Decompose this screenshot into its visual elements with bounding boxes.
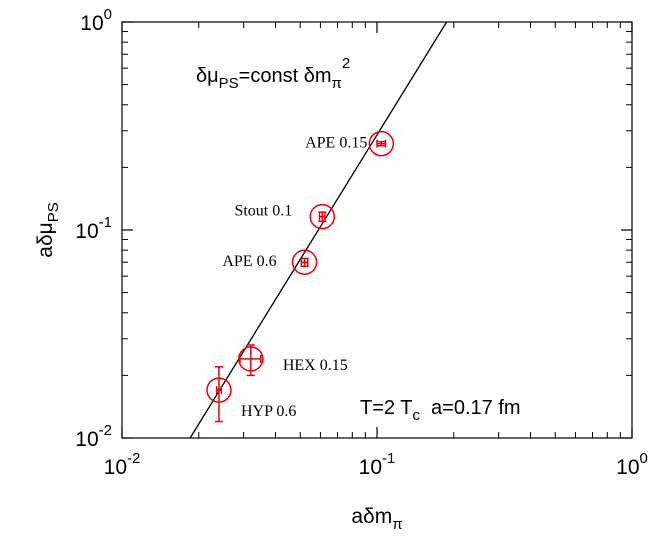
y-tick-label: 10-1 [75,214,112,243]
x-tick-label: 10-1 [359,450,396,479]
x-axis-label: aδmπ [351,505,402,533]
x-tick-label: 10-2 [104,450,141,479]
point-label: Stout 0.1 [234,203,292,220]
x-tick-label: 100 [616,450,648,479]
fit-line-group [189,21,448,439]
data-point: APE 0.6 [222,249,318,275]
point-label: HEX 0.15 [283,357,348,374]
data-point: HEX 0.15 [238,344,348,377]
point-label: APE 0.6 [222,253,276,270]
y-axis-label: aδμPS [34,202,62,257]
point-marker [368,130,395,157]
y-tick-label: 10-2 [75,422,112,451]
data-point: APE 0.15 [305,130,395,157]
temperature-annotation: T=2 Tc a=0.17 fm [360,397,521,424]
y-tick-label: 100 [80,6,112,35]
data-points: APE 0.15 Stout 0.1 APE 0.6 HEX 0.15 HYP 0.6 [206,130,395,423]
fit-line-label: δμPS=const δmπ2 [196,55,350,92]
point-marker [309,203,336,230]
fit-line [189,21,448,439]
data-point: HYP 0.6 [206,366,296,423]
point-label: HYP 0.6 [241,403,296,420]
data-point: Stout 0.1 [234,203,336,230]
point-marker [291,249,318,275]
axis-ticks: 10-2 10-1 100 10-2 10-1 100 [75,6,648,479]
point-label: APE 0.15 [305,135,367,152]
